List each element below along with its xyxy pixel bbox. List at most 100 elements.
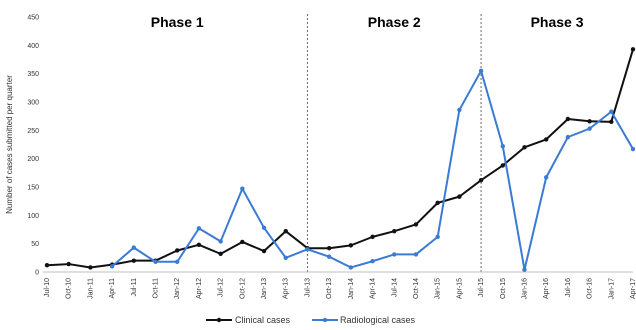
x-tick-label: Apr-14	[370, 278, 377, 299]
data-point	[392, 229, 397, 234]
x-tick-label: Jan-14	[348, 278, 355, 300]
data-point	[457, 107, 462, 113]
data-point	[88, 265, 93, 270]
data-point	[66, 261, 71, 267]
data-point	[348, 265, 354, 270]
x-tick-label: Jul-13	[304, 278, 311, 297]
data-point	[261, 248, 267, 254]
legend-swatch-marker	[216, 317, 222, 323]
x-tick-label: Oct-11	[153, 278, 160, 299]
y-tick-label: 150	[27, 185, 39, 192]
data-point	[500, 163, 505, 168]
data-point	[543, 175, 549, 180]
x-tick-label: Jul-16	[565, 278, 572, 297]
data-point	[131, 258, 137, 263]
data-point	[218, 239, 223, 244]
y-tick-label: 50	[31, 241, 39, 248]
data-point	[305, 247, 310, 252]
data-point	[175, 259, 180, 264]
series-group	[44, 47, 636, 272]
y-tick-label: 350	[27, 71, 39, 78]
data-point	[478, 178, 484, 183]
data-point	[348, 243, 354, 248]
data-point	[283, 229, 288, 234]
x-tick-label: Jul-12	[218, 278, 225, 297]
data-point	[326, 246, 332, 251]
data-point	[478, 68, 484, 74]
x-tick-label: Oct-16	[587, 278, 594, 299]
data-point	[283, 255, 288, 261]
series-radiological-cases	[109, 68, 636, 272]
data-point	[196, 242, 202, 247]
x-tick-label: Jan-17	[608, 278, 615, 300]
data-point	[522, 145, 527, 150]
data-point	[565, 116, 571, 122]
phase-label: Phase 2	[368, 14, 421, 30]
legend-label: Clinical cases	[235, 315, 291, 325]
data-point	[131, 245, 137, 250]
data-point	[44, 263, 50, 268]
data-point	[565, 134, 571, 140]
series-line	[111, 69, 634, 271]
x-tick-label: Oct-12	[239, 278, 246, 299]
x-tick-label: Jan-11	[87, 278, 94, 299]
x-tick-label: Jul-14	[391, 278, 398, 297]
data-point	[630, 47, 636, 52]
x-tick-label: Oct-14	[413, 278, 420, 299]
phase-dividers: Phase 1 Phase 2 Phase 3	[151, 14, 584, 272]
x-tick-label: Oct-10	[66, 278, 73, 299]
x-tick-label: Apr-15	[456, 278, 463, 299]
x-tick-label: Jan-15	[435, 278, 442, 300]
data-point	[587, 126, 592, 131]
data-point	[609, 109, 614, 114]
data-point	[240, 186, 245, 191]
data-point	[240, 239, 245, 245]
x-tick-label: Apr-12	[196, 278, 203, 299]
data-point	[326, 254, 332, 259]
x-tick-label: Apr-17	[630, 278, 636, 299]
data-point	[261, 225, 267, 230]
legend-swatch-marker	[322, 317, 328, 323]
x-tick-label: Jul-10	[44, 278, 51, 297]
legend: Clinical cases Radiological cases	[206, 315, 416, 325]
series-line	[46, 49, 634, 269]
data-point	[522, 267, 527, 272]
data-point	[413, 222, 419, 227]
x-tick-label: Apr-11	[109, 278, 116, 299]
y-tick-label: 200	[27, 156, 39, 163]
x-tick-label: Jan-12	[174, 278, 181, 300]
y-axis: Number of cases submitted per quarter 0 50…	[5, 15, 39, 277]
data-point	[435, 234, 440, 240]
x-tick-label: Jul-15	[478, 278, 485, 297]
data-point	[218, 251, 223, 257]
data-point	[413, 252, 419, 257]
x-tick-label: Oct-13	[326, 278, 333, 299]
y-tick-label: 100	[27, 213, 39, 220]
x-tick-label: Apr-16	[543, 278, 550, 299]
data-point	[587, 119, 592, 124]
data-point	[109, 264, 115, 269]
data-point	[153, 259, 158, 264]
y-tick-label: 0	[35, 270, 39, 277]
y-axis-label: Number of cases submitted per quarter	[5, 75, 14, 214]
y-tick-label: 250	[27, 128, 39, 135]
y-tick-label: 300	[27, 100, 39, 107]
data-point	[370, 234, 375, 240]
x-axis: Jul-10 Oct-10 Jan-11 Apr-11 Jul-11 Oct-11 Jan-…	[43, 271, 636, 300]
data-point	[457, 194, 462, 199]
data-point	[175, 248, 180, 253]
x-tick-label: Jan-16	[521, 278, 528, 300]
data-point	[370, 259, 375, 264]
data-point	[543, 137, 549, 142]
x-tick-label: Apr-13	[283, 278, 290, 299]
data-point	[196, 226, 202, 231]
data-point	[435, 200, 440, 206]
data-point	[392, 252, 397, 257]
phase-label: Phase 1	[151, 14, 204, 30]
y-tick-label: 400	[27, 43, 39, 50]
legend-label: Radiological cases	[340, 315, 416, 325]
phase-label: Phase 3	[531, 14, 584, 30]
data-point	[500, 144, 505, 149]
data-point	[630, 146, 636, 152]
